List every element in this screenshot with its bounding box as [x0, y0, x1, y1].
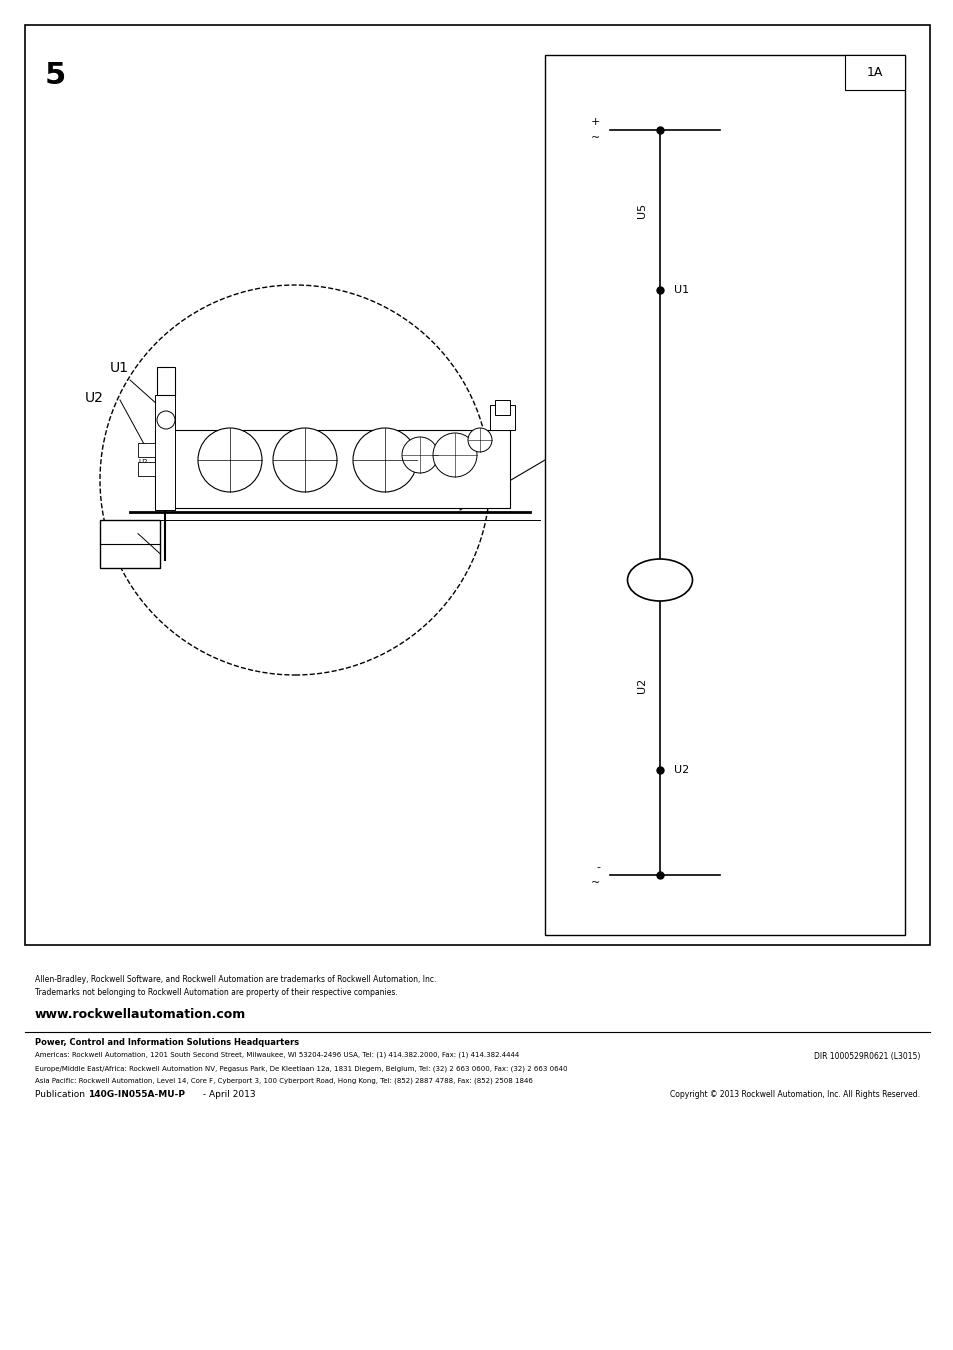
Text: Power, Control and Information Solutions Headquarters: Power, Control and Information Solutions… — [35, 1038, 299, 1048]
Circle shape — [401, 437, 437, 472]
Bar — [490, 405, 515, 431]
Text: ~: ~ — [590, 878, 599, 888]
Bar — [138, 462, 154, 477]
Text: U2: U2 — [138, 459, 148, 464]
Text: Americas: Rockwell Automation, 1201 South Second Street, Milwaukee, WI 53204-249: Americas: Rockwell Automation, 1201 Sout… — [35, 1052, 518, 1058]
Ellipse shape — [627, 559, 692, 601]
Bar — [495, 400, 510, 414]
Circle shape — [273, 428, 336, 491]
Bar — [100, 520, 160, 568]
Bar — [157, 367, 174, 396]
Text: Asia Pacific: Rockwell Automation, Level 14, Core F, Cyberport 3, 100 Cyberport : Asia Pacific: Rockwell Automation, Level… — [35, 1079, 533, 1084]
Bar — [154, 396, 174, 510]
Text: U1: U1 — [121, 549, 138, 563]
Circle shape — [353, 428, 416, 491]
Text: Allen-Bradley, Rockwell Software, and Rockwell Automation are trademarks of Rock: Allen-Bradley, Rockwell Software, and Ro… — [35, 975, 436, 984]
Circle shape — [157, 410, 174, 429]
Circle shape — [433, 433, 476, 477]
Text: U2: U2 — [85, 392, 104, 405]
Bar — [25, 26, 929, 945]
Text: U1: U1 — [673, 285, 688, 296]
Bar — [844, 55, 904, 90]
Bar — [138, 443, 154, 458]
Text: www.rockwellautomation.com: www.rockwellautomation.com — [35, 1008, 246, 1021]
Text: Publication: Publication — [35, 1089, 88, 1099]
Text: U2: U2 — [673, 765, 688, 775]
Text: +: + — [590, 117, 599, 127]
Text: -: - — [596, 863, 599, 872]
Bar — [154, 431, 510, 508]
Text: - April 2013: - April 2013 — [200, 1089, 255, 1099]
Text: 1A: 1A — [866, 66, 882, 80]
Text: U1: U1 — [110, 360, 129, 375]
Text: Europe/Middle East/Africa: Rockwell Automation NV, Pegasus Park, De Kleetlaan 12: Europe/Middle East/Africa: Rockwell Auto… — [35, 1065, 567, 1072]
Text: U2: U2 — [637, 678, 646, 693]
Text: Trademarks not belonging to Rockwell Automation are property of their respective: Trademarks not belonging to Rockwell Aut… — [35, 988, 397, 998]
Circle shape — [198, 428, 262, 491]
Text: 5: 5 — [45, 61, 66, 89]
Bar — [544, 55, 904, 936]
Text: M: M — [653, 572, 666, 587]
Text: DIR 1000529R0621 (L3015): DIR 1000529R0621 (L3015) — [813, 1052, 919, 1061]
Text: U2: U2 — [121, 525, 138, 539]
Text: U5: U5 — [637, 202, 646, 217]
Text: U1: U1 — [138, 443, 148, 450]
Text: 140G-IN055A-MU-P: 140G-IN055A-MU-P — [88, 1089, 185, 1099]
Text: ~: ~ — [590, 134, 599, 143]
Text: Copyright © 2013 Rockwell Automation, Inc. All Rights Reserved.: Copyright © 2013 Rockwell Automation, In… — [669, 1089, 919, 1099]
Circle shape — [468, 428, 492, 452]
